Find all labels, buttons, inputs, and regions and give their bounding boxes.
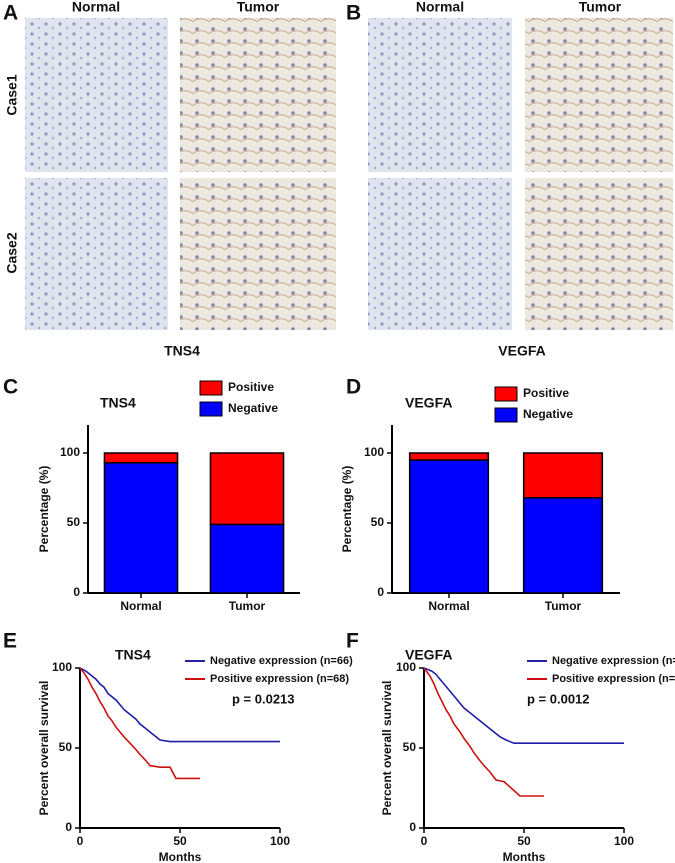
y-tick-label: 0 xyxy=(377,585,384,599)
bar-segment xyxy=(103,452,179,464)
legend-swatch xyxy=(199,401,223,417)
panel-caption: TNS4 xyxy=(164,343,200,359)
legend-label: Positive expression (n=68) xyxy=(210,673,349,685)
legend-swatch xyxy=(199,380,223,396)
column-header: Tumor xyxy=(237,0,280,15)
panel-label: E xyxy=(3,630,17,653)
panel-label: F xyxy=(346,630,359,653)
survival-curve xyxy=(423,667,544,797)
chart-title: VEGFA xyxy=(405,647,452,663)
x-tick-label: Normal xyxy=(120,599,161,613)
column-header: Normal xyxy=(416,0,464,15)
x-tick-label: 50 xyxy=(173,834,187,848)
bar-segment xyxy=(209,452,285,526)
survival-curve xyxy=(79,667,200,780)
x-tick-label: 0 xyxy=(77,834,84,848)
micrograph xyxy=(180,178,336,330)
bar-segment xyxy=(522,497,604,594)
x-tick-label: 50 xyxy=(517,834,531,848)
bar-segment xyxy=(209,523,285,594)
bar-segment xyxy=(103,462,179,594)
legend-label: Negative xyxy=(523,407,573,421)
bar-segment xyxy=(408,452,490,461)
chart-title: VEGFA xyxy=(405,395,452,411)
row-header: Case1 xyxy=(4,74,20,115)
micrograph xyxy=(25,178,168,330)
micrograph xyxy=(368,178,512,330)
x-tick-label: Tumor xyxy=(545,599,582,613)
chart-title: TNS4 xyxy=(115,647,151,663)
x-tick-label: Tumor xyxy=(229,599,266,613)
annotation: p = 0.0213 xyxy=(232,691,295,706)
annotation: p = 0.0012 xyxy=(527,691,590,706)
y-tick-label: 0 xyxy=(65,820,72,834)
y-axis-label: Percentage (%) xyxy=(340,466,354,553)
micrograph xyxy=(180,18,336,172)
micrograph xyxy=(368,18,512,172)
legend-label: Positive expression (n=43) xyxy=(552,673,675,685)
legend-label: Negative expression (n=66) xyxy=(210,655,353,667)
y-axis-label: Percent overall survival xyxy=(37,681,51,816)
legend-swatch xyxy=(494,386,518,402)
x-tick-label: 0 xyxy=(421,834,428,848)
y-axis-label: Percent overall survival xyxy=(380,681,394,816)
survival-curve xyxy=(79,667,280,743)
legend-swatch xyxy=(494,407,518,423)
micrograph xyxy=(525,178,673,330)
y-tick-label: 50 xyxy=(403,740,417,754)
bar-segment xyxy=(408,459,490,594)
y-tick-label: 50 xyxy=(59,740,73,754)
panel-label: C xyxy=(3,376,18,399)
y-tick-label: 100 xyxy=(396,660,416,674)
x-axis-label: Months xyxy=(159,850,202,863)
x-tick-label: 100 xyxy=(270,834,290,848)
legend-label: Negative expression (n=91) xyxy=(552,655,675,667)
x-axis-label: Months xyxy=(503,850,546,863)
micrograph xyxy=(525,18,673,172)
y-tick-label: 0 xyxy=(409,820,416,834)
row-header: Case2 xyxy=(4,232,20,273)
y-tick-label: 50 xyxy=(67,515,81,529)
panel-label: D xyxy=(346,376,361,399)
legend-label: Positive xyxy=(523,386,569,400)
chart-title: TNS4 xyxy=(100,395,136,411)
y-axis-label: Percentage (%) xyxy=(37,466,51,553)
legend-label: Negative xyxy=(228,401,278,415)
panel-label: A xyxy=(3,2,18,25)
y-tick-label: 50 xyxy=(371,515,385,529)
x-tick-label: Normal xyxy=(428,599,469,613)
legend-label: Positive xyxy=(228,380,274,394)
y-tick-label: 100 xyxy=(364,445,384,459)
panel-caption: VEGFA xyxy=(498,343,545,359)
bar-segment xyxy=(522,452,604,499)
survival-curve xyxy=(423,667,624,745)
column-header: Tumor xyxy=(579,0,622,15)
micrograph xyxy=(25,18,168,172)
y-tick-label: 100 xyxy=(52,660,72,674)
y-tick-label: 0 xyxy=(73,585,80,599)
x-tick-label: 100 xyxy=(614,834,634,848)
panel-label: B xyxy=(346,2,361,25)
column-header: Normal xyxy=(72,0,120,15)
y-tick-label: 100 xyxy=(60,445,80,459)
